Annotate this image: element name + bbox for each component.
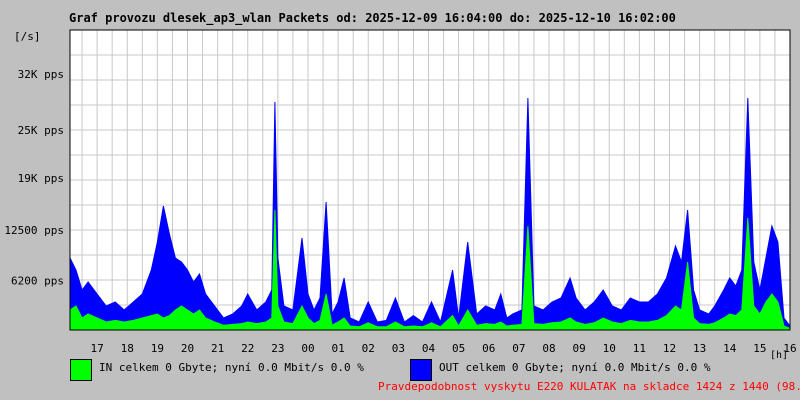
y-tick-label: 25K pps: [18, 124, 64, 137]
x-tick-label: 02: [362, 342, 375, 355]
x-tick-label: 03: [392, 342, 405, 355]
x-tick-label: 01: [331, 342, 344, 355]
x-tick-label: 21: [211, 342, 224, 355]
y-tick-label: 6200 pps: [11, 274, 64, 287]
plot-border: [69, 29, 791, 331]
footer-probability-text: Pravdepodobnost vyskytu E220 KULATAK na …: [378, 380, 800, 393]
x-tick-label: 18: [121, 342, 134, 355]
data-series: [69, 97, 791, 331]
legend-in-swatch: [70, 359, 92, 381]
x-tick-label: 19: [151, 342, 164, 355]
x-tick-label: 04: [422, 342, 436, 355]
y-tick-labels: 6200 pps 12500 pps 19K pps 25K pps 32K pps: [4, 68, 64, 287]
x-tick-label: 20: [181, 342, 194, 355]
x-tick-label: 13: [693, 342, 706, 355]
x-tick-label: 05: [452, 342, 465, 355]
x-tick-label: 09: [572, 342, 585, 355]
legend-in-text: IN celkem 0 Gbyte; nyní 0.0 Mbit/s 0.0 %: [99, 361, 364, 374]
x-tick-label: 11: [633, 342, 646, 355]
x-tick-label: 08: [542, 342, 555, 355]
y-axis-unit: [/s]: [14, 30, 41, 43]
legend-out-text: OUT celkem 0 Gbyte; nyní 0.0 Mbit/s 0.0 …: [439, 361, 711, 374]
x-tick-label: 23: [271, 342, 284, 355]
grid-lines: [70, 30, 791, 330]
x-tick-label: 00: [301, 342, 314, 355]
x-tick-label: 07: [512, 342, 525, 355]
y-tick-label: 19K pps: [18, 172, 64, 185]
x-axis-unit: [h]: [770, 350, 789, 361]
x-tick-label: 06: [482, 342, 495, 355]
x-tick-label: 12: [663, 342, 676, 355]
x-tick-label: 17: [90, 342, 103, 355]
x-tick-label: 16: [783, 342, 796, 355]
x-tick-labels: 17 18 19 20 21 22 23 00 01 02 03 04 05 06 07 08 09 10 11 12…: [90, 342, 796, 355]
y-tick-label: 32K pps: [18, 68, 64, 81]
x-tick-label: 22: [241, 342, 254, 355]
x-tick-label: 10: [603, 342, 616, 355]
x-tick-label: 14: [723, 342, 737, 355]
series-in-area: [69, 209, 791, 331]
y-tick-label: 12500 pps: [4, 224, 64, 237]
x-tick-label: 15: [753, 342, 766, 355]
legend-out-swatch: [410, 359, 432, 381]
series-out-area: [69, 97, 791, 331]
chart-title: Graf provozu dlesek_ap3_wlan Packets od:…: [69, 11, 676, 25]
